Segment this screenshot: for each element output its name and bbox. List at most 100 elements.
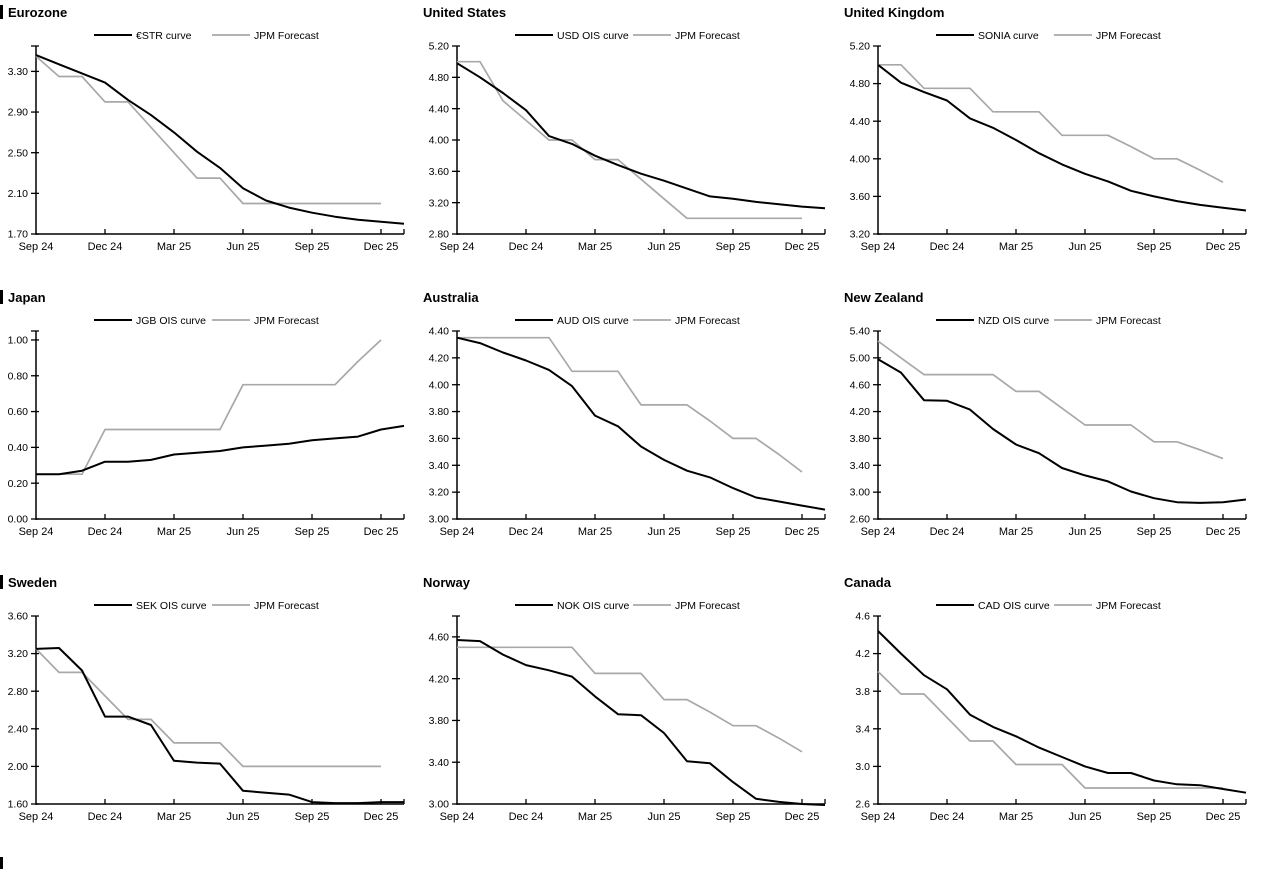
y-tick-label: 3.60: [429, 433, 450, 445]
x-tick-label: Dec 25: [1206, 241, 1241, 253]
legend-label-forecast: JPM Forecast: [254, 30, 319, 42]
y-tick-label: 3.80: [429, 406, 450, 418]
chart-title-row: Australia: [421, 285, 842, 307]
y-tick-label: 2.10: [8, 188, 29, 200]
y-tick-label: 3.0: [855, 761, 870, 773]
plot-svg-japan: 0.00 0.20 0.40 0.60 0.80 1.00 Sep 24 Dec 24 Mar …: [8, 315, 405, 538]
legend-label-main: USD OIS curve: [557, 30, 629, 42]
plot-svg-new-zealand: 2.60 3.00 3.40 3.80 4.20 4.60 5.00 5.40 Sep 24 De…: [850, 315, 1247, 538]
y-tick-label: 5.20: [429, 41, 450, 53]
chart-cell-united-kingdom: United Kingdom 3.20 3.60 4.00 4.40 4.80 5.20 Se…: [842, 0, 1263, 285]
plot-svg-eurozone: 1.70 2.10 2.50 2.90 3.30 Sep 24 Dec 24 Mar 25 Ju…: [8, 30, 405, 253]
y-tick-label: 4.20: [850, 406, 871, 418]
legend-label-main: JGB OIS curve: [136, 315, 206, 327]
chart-title: New Zealand: [844, 289, 924, 305]
y-tick-label: 4.60: [850, 379, 871, 391]
legend-label-forecast: JPM Forecast: [1096, 600, 1161, 612]
series-line-main: [456, 336, 826, 511]
chart-title: Japan: [8, 289, 46, 305]
section-marker-bar: [0, 857, 3, 869]
x-tick-label: Dec 24: [88, 526, 123, 538]
plot-svg-sweden: 1.60 2.00 2.40 2.80 3.20 3.60 Sep 24 Dec 24 Mar …: [8, 600, 405, 823]
legend-label-main: CAD OIS curve: [978, 600, 1050, 612]
chart-cell-new-zealand: New Zealand 2.60 3.00 3.40 3.80 4.20 4.60 5.00 5…: [842, 285, 1263, 570]
y-tick-label: 4.20: [429, 352, 450, 364]
x-tick-label: Mar 25: [157, 526, 191, 538]
series-line-main: [35, 647, 404, 805]
y-tick-label: 3.40: [850, 460, 871, 472]
y-tick-label: 3.40: [429, 460, 450, 472]
x-tick-label: Sep 25: [295, 241, 330, 253]
y-tick-label: 4.00: [429, 135, 450, 147]
chart-title-row: Eurozone: [0, 0, 421, 22]
y-tick-label: 3.20: [429, 487, 450, 499]
x-tick-label: Dec 25: [785, 241, 820, 253]
chart-title: Eurozone: [8, 4, 68, 20]
y-tick-label: 3.60: [850, 191, 871, 203]
chart-title: Norway: [423, 574, 470, 590]
chart-cell-united-states: United States 2.80 3.20 3.60 4.00 4.40 4.80 5.2…: [421, 0, 842, 285]
chart-cell-canada: Canada 2.6 3.0 3.4 3.8 4.2 4.6 Sep 24 Dec 24 Mar …: [842, 570, 1263, 855]
x-tick-label: Sep 24: [861, 241, 896, 253]
x-tick-label: Mar 25: [157, 811, 191, 823]
y-tick-label: 2.50: [8, 147, 29, 159]
y-tick-label: 5.40: [850, 326, 871, 338]
series-line-main: [877, 630, 1247, 794]
series-line-main: [36, 424, 405, 476]
x-tick-label: Dec 24: [88, 241, 123, 253]
x-tick-label: Sep 25: [1137, 241, 1172, 253]
series-line-forecast: [877, 340, 1224, 460]
y-tick-label: 2.80: [429, 229, 450, 241]
series-line-forecast: [457, 646, 803, 753]
series-line-forecast: [877, 670, 1223, 789]
y-tick-label: 1.00: [8, 335, 29, 347]
chart-cell-japan: Japan 0.00 0.20 0.40 0.60 0.80 1.00 Sep 24 Dec 2…: [0, 285, 421, 570]
chart-title-row: United Kingdom: [842, 0, 1263, 22]
x-tick-label: Dec 25: [364, 241, 399, 253]
x-tick-label: Mar 25: [578, 526, 612, 538]
charts-grid: Eurozone 1.70 2.10 2.50 2.90 3.30 Sep 24 Dec 24…: [0, 0, 1263, 855]
y-tick-label: 5.20: [850, 41, 871, 53]
bottom-strip: [0, 855, 1264, 873]
series-line-main: [877, 358, 1247, 504]
y-tick-label: 1.60: [8, 799, 29, 811]
y-tick-label: 3.80: [850, 433, 871, 445]
y-tick-label: 0.20: [8, 478, 29, 490]
x-tick-label: Sep 25: [1137, 811, 1172, 823]
x-tick-label: Jun 25: [1068, 811, 1101, 823]
y-tick-label: 4.80: [429, 72, 450, 84]
legend-label-main: NZD OIS curve: [978, 315, 1049, 327]
plot-svg-canada: 2.6 3.0 3.4 3.8 4.2 4.6 Sep 24 Dec 24 Mar 25 Jun …: [855, 600, 1247, 823]
x-tick-label: Sep 24: [19, 241, 54, 253]
y-tick-label: 2.40: [8, 723, 29, 735]
legend-label-forecast: JPM Forecast: [254, 315, 319, 327]
series-line-main: [456, 639, 826, 806]
chart-title-row: Norway: [421, 570, 842, 592]
plot-svg-united-states: 2.80 3.20 3.60 4.00 4.40 4.80 5.20 Sep 24 Dec 24…: [429, 30, 826, 253]
x-tick-label: Dec 25: [364, 526, 399, 538]
x-tick-label: Dec 24: [509, 241, 544, 253]
chart-title-row: United States: [421, 0, 842, 22]
y-tick-label: 3.20: [850, 229, 871, 241]
y-tick-label: 3.00: [429, 514, 450, 526]
x-tick-label: Sep 25: [716, 241, 751, 253]
series-line-main: [35, 54, 405, 225]
y-tick-label: 4.2: [855, 648, 870, 660]
y-tick-label: 2.00: [8, 761, 29, 773]
section-marker-bar: [0, 290, 3, 304]
chart-title-row: Canada: [842, 570, 1263, 592]
chart-title: United Kingdom: [844, 4, 945, 20]
y-tick-label: 3.30: [8, 66, 29, 78]
legend-label-forecast: JPM Forecast: [1096, 315, 1161, 327]
x-tick-label: Sep 25: [1137, 526, 1172, 538]
y-tick-label: 3.00: [429, 799, 450, 811]
legend-label-main: SEK OIS curve: [136, 600, 207, 612]
x-tick-label: Dec 24: [930, 241, 965, 253]
section-marker-bar: [0, 5, 3, 19]
legend-label-main: SONIA curve: [978, 30, 1039, 42]
legend-label-forecast: JPM Forecast: [675, 315, 740, 327]
y-tick-label: 3.00: [850, 487, 871, 499]
x-tick-label: Jun 25: [226, 241, 259, 253]
y-tick-label: 0.00: [8, 514, 29, 526]
chart-cell-sweden: Sweden 1.60 2.00 2.40 2.80 3.20 3.60 Sep 24 Dec …: [0, 570, 421, 855]
